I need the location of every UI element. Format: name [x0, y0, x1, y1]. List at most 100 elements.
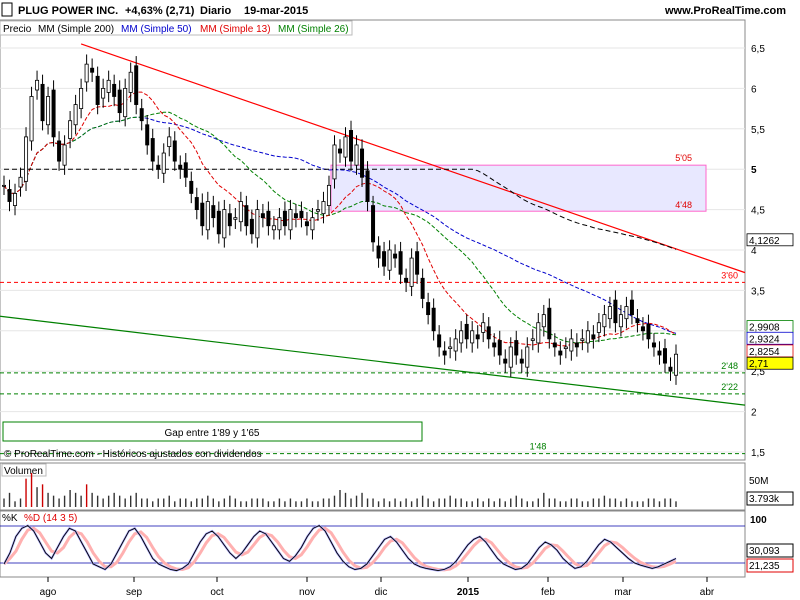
x-tick-label: mar — [614, 587, 632, 598]
candle-body — [629, 299, 634, 316]
candle-body — [404, 277, 409, 283]
candle-body — [349, 130, 354, 162]
ma13-line — [3, 91, 677, 347]
instrument-title: PLUG POWER INC. — [18, 5, 118, 17]
candle-body — [282, 210, 287, 227]
chart-menu-icon[interactable] — [1, 2, 13, 17]
y-tick-label: 5,5 — [751, 125, 765, 136]
stoch-k-label[interactable]: %K — [2, 513, 18, 524]
candle-body — [563, 346, 568, 349]
legend-ma50[interactable]: MM (Simple 50) — [121, 24, 192, 35]
x-tick-label: oct — [210, 587, 224, 598]
candle-body — [266, 210, 271, 227]
candle-body — [674, 353, 679, 376]
volume-bars — [3, 473, 677, 507]
price-change: +4,63% (2,71) — [125, 5, 195, 17]
x-tick-label: nov — [299, 587, 315, 598]
candle-body — [84, 63, 89, 83]
date-axis: ago sep oct nov dic 2015 feb mar abr — [40, 577, 715, 598]
candles — [2, 54, 679, 385]
y-tick-label: 2 — [751, 408, 757, 419]
trendlines — [0, 43, 746, 406]
candle-body — [415, 251, 420, 275]
volume-title-box — [1, 463, 47, 477]
candle-body — [525, 346, 530, 368]
legend-ma200[interactable]: MM (Simple 200) — [38, 24, 114, 35]
upper-trendline — [80, 43, 746, 274]
candle-body — [360, 148, 365, 178]
ma26-line — [3, 111, 677, 344]
candle-body — [371, 205, 376, 243]
candle-body — [211, 205, 216, 219]
candle-body — [167, 136, 172, 147]
candle-body — [558, 350, 563, 356]
candle-body — [128, 71, 133, 93]
candle-body — [409, 257, 414, 287]
candle-body — [310, 217, 315, 231]
price-label: 2,71 — [749, 359, 769, 370]
candle-body — [536, 322, 541, 344]
price-label: 2,9324 — [749, 334, 780, 345]
candle-body — [585, 330, 590, 344]
site-url[interactable]: www.ProRealTime.com — [664, 5, 786, 17]
gap-box — [2, 421, 423, 442]
candle-body — [382, 251, 387, 267]
chart-date: 19-mar-2015 — [244, 5, 308, 17]
timeframe: Diario — [200, 5, 231, 17]
candle-body — [635, 318, 640, 324]
candle-body — [101, 88, 106, 99]
candle-body — [580, 338, 585, 341]
stoch-panel — [0, 510, 746, 578]
candle-body — [106, 79, 111, 93]
candle-body — [420, 277, 425, 299]
volume-title[interactable]: Volumen — [4, 466, 43, 477]
candle-body — [255, 209, 260, 239]
candle-body — [79, 88, 84, 110]
candle-body — [519, 358, 524, 364]
horizontal-levels: 3'60 2'48 2'22 1'48 — [0, 270, 745, 455]
candle-body — [475, 334, 480, 340]
price-label-box — [746, 356, 794, 370]
volume-value-box — [746, 491, 794, 506]
candle-body — [123, 88, 128, 118]
y-tick-label: 1,5 — [751, 448, 765, 459]
level-label: 2'48 — [721, 361, 738, 371]
candle-body — [547, 307, 552, 340]
candle-body — [354, 144, 359, 166]
candle-body — [398, 251, 403, 275]
price-axis: 6,565,554,543,532,521,54,12622,99082,932… — [746, 44, 794, 459]
x-tick-label: 2015 — [457, 587, 480, 598]
candle-body — [448, 346, 453, 349]
candle-body — [299, 210, 304, 219]
candle-body — [470, 330, 475, 344]
x-tick-label: feb — [541, 587, 555, 598]
zone-top-label: 5'05 — [675, 153, 692, 163]
y-tick-label: 2,5 — [751, 367, 765, 378]
candle-body — [62, 144, 67, 166]
y-tick-label: 4,5 — [751, 206, 765, 217]
legend-ma13[interactable]: MM (Simple 13) — [200, 24, 271, 35]
candle-body — [315, 209, 320, 212]
x-tick-label: ago — [40, 587, 57, 598]
candle-body — [24, 136, 29, 182]
candle-body — [189, 180, 194, 194]
candle-body — [40, 83, 45, 122]
candle-body — [530, 338, 535, 341]
stoch-d-label[interactable]: %D (14 3 5) — [24, 513, 77, 524]
candle-body — [161, 152, 166, 174]
x-tick-label: abr — [700, 587, 715, 598]
candle-body — [321, 201, 326, 215]
candle-body — [172, 140, 177, 162]
y-tick-label: 6 — [751, 84, 757, 95]
candle-body — [326, 184, 331, 206]
legend-price[interactable]: Precio — [3, 24, 32, 35]
stoch-top-label: 100 — [750, 515, 767, 526]
candle-body — [332, 144, 337, 180]
candle-body — [222, 209, 227, 239]
candle-body — [139, 108, 144, 122]
legend-ma26[interactable]: MM (Simple 26) — [278, 24, 349, 35]
candle-body — [426, 302, 431, 316]
candle-body — [640, 326, 645, 332]
candle-body — [35, 79, 40, 91]
candle-body — [453, 338, 458, 352]
